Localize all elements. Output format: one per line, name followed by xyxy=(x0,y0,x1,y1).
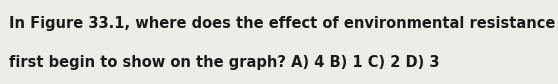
Text: In Figure 33.1, where does the effect of environmental resistance: In Figure 33.1, where does the effect of… xyxy=(9,16,555,31)
Text: first begin to show on the graph? A) 4 B) 1 C) 2 D) 3: first begin to show on the graph? A) 4 B… xyxy=(9,55,440,70)
